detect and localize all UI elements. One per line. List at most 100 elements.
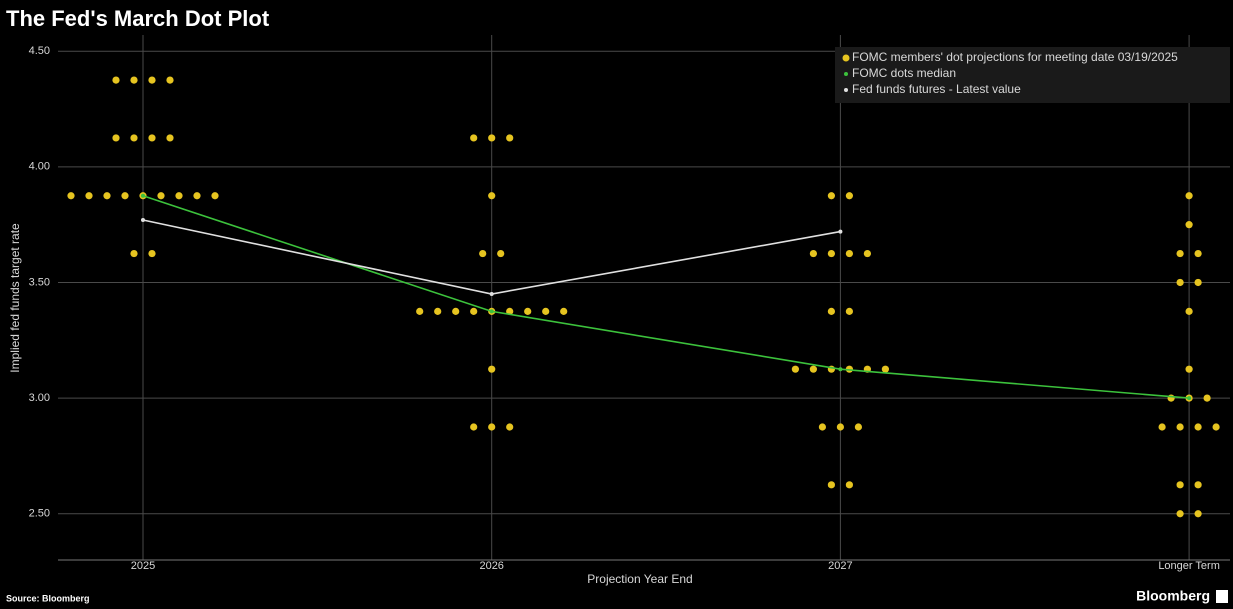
dot bbox=[845, 249, 854, 258]
dot bbox=[1176, 278, 1184, 287]
dot bbox=[211, 192, 219, 200]
dot bbox=[791, 365, 800, 373]
dot bbox=[193, 192, 201, 200]
brand-icon bbox=[1216, 590, 1228, 603]
x-tick-label: 2026 bbox=[479, 560, 503, 572]
dot bbox=[112, 134, 120, 142]
dot bbox=[1194, 278, 1202, 287]
dot bbox=[488, 365, 496, 373]
source-note: Source: Bloomberg bbox=[6, 593, 90, 603]
dot bbox=[488, 423, 496, 431]
y-tick-label: 4.50 bbox=[29, 45, 50, 57]
legend-entry: Fed funds futures - Latest value bbox=[852, 82, 1021, 96]
brand-logo: Bloomberg bbox=[1136, 588, 1210, 604]
point bbox=[141, 218, 145, 223]
dot bbox=[130, 249, 138, 258]
dot bbox=[827, 307, 836, 315]
dot bbox=[881, 365, 890, 373]
dot bbox=[863, 249, 872, 258]
dot bbox=[166, 134, 174, 142]
dot bbox=[1194, 510, 1202, 518]
dot bbox=[1194, 481, 1202, 489]
x-axis-label: Projection Year End bbox=[587, 572, 692, 586]
dot bbox=[1185, 192, 1193, 200]
legend-box bbox=[835, 47, 1230, 103]
dot bbox=[470, 134, 478, 142]
dot bbox=[1176, 481, 1184, 489]
dot bbox=[818, 423, 827, 431]
legend: FOMC members' dot projections for meetin… bbox=[835, 47, 1230, 103]
dot bbox=[1212, 423, 1220, 431]
dot bbox=[470, 423, 478, 431]
dot bbox=[560, 307, 568, 315]
point bbox=[838, 367, 843, 372]
dot bbox=[1194, 423, 1202, 431]
dot bbox=[130, 76, 138, 84]
dot bbox=[112, 76, 120, 84]
dot bbox=[121, 192, 129, 200]
y-tick-label: 4.00 bbox=[29, 161, 50, 173]
y-tick-label: 3.50 bbox=[29, 276, 50, 288]
legend-marker bbox=[844, 88, 848, 92]
dot bbox=[497, 249, 505, 258]
dot bbox=[845, 307, 854, 315]
point bbox=[489, 292, 494, 297]
chart-title: The Fed's March Dot Plot bbox=[6, 6, 270, 31]
dot bbox=[148, 134, 156, 142]
dot bbox=[416, 307, 424, 315]
dot bbox=[103, 192, 111, 200]
dot bbox=[157, 192, 165, 200]
dot bbox=[175, 192, 183, 200]
dot bbox=[1176, 510, 1184, 518]
legend-marker bbox=[842, 54, 850, 62]
y-tick-label: 3.00 bbox=[29, 392, 50, 404]
legend-entry: FOMC dots median bbox=[852, 66, 956, 80]
dot bbox=[148, 76, 156, 84]
dot bbox=[1176, 249, 1184, 258]
dot bbox=[67, 192, 75, 200]
dot bbox=[1185, 221, 1193, 229]
dot bbox=[542, 307, 550, 315]
dot bbox=[1185, 365, 1193, 373]
dot bbox=[166, 76, 174, 84]
y-axis-label: Implied fed funds target rate bbox=[8, 223, 22, 373]
point bbox=[489, 309, 494, 314]
dot bbox=[524, 307, 532, 315]
y-tick-label: 2.50 bbox=[29, 508, 50, 520]
dot bbox=[809, 365, 818, 373]
dot bbox=[1167, 394, 1175, 402]
dot bbox=[827, 249, 836, 258]
dot bbox=[1185, 307, 1193, 315]
dot bbox=[1194, 249, 1202, 258]
dot bbox=[488, 134, 496, 142]
point bbox=[838, 229, 843, 234]
dot bbox=[479, 249, 487, 258]
dot bbox=[506, 307, 514, 315]
legend-marker bbox=[844, 72, 848, 76]
dot bbox=[506, 423, 514, 431]
dot bbox=[836, 423, 845, 431]
dot bbox=[845, 192, 854, 200]
x-tick-label: 2027 bbox=[828, 560, 852, 572]
dot bbox=[85, 192, 93, 200]
dot bbox=[434, 307, 442, 315]
dot bbox=[845, 481, 854, 489]
line bbox=[142, 194, 1190, 399]
x-tick-label: Longer Term bbox=[1158, 560, 1220, 572]
dot bbox=[452, 307, 460, 315]
dot bbox=[827, 481, 836, 489]
legend-entry: FOMC members' dot projections for meetin… bbox=[852, 50, 1178, 64]
point bbox=[1187, 396, 1192, 401]
point bbox=[141, 193, 145, 198]
dot bbox=[809, 249, 818, 258]
dot bbox=[148, 249, 156, 258]
dot bbox=[506, 134, 514, 142]
dot bbox=[854, 423, 863, 431]
dot bbox=[488, 192, 496, 200]
dot bbox=[1158, 423, 1166, 431]
x-tick-label: 2025 bbox=[131, 560, 155, 572]
dot bbox=[827, 192, 836, 200]
dot bbox=[1203, 394, 1211, 402]
dot bbox=[470, 307, 478, 315]
